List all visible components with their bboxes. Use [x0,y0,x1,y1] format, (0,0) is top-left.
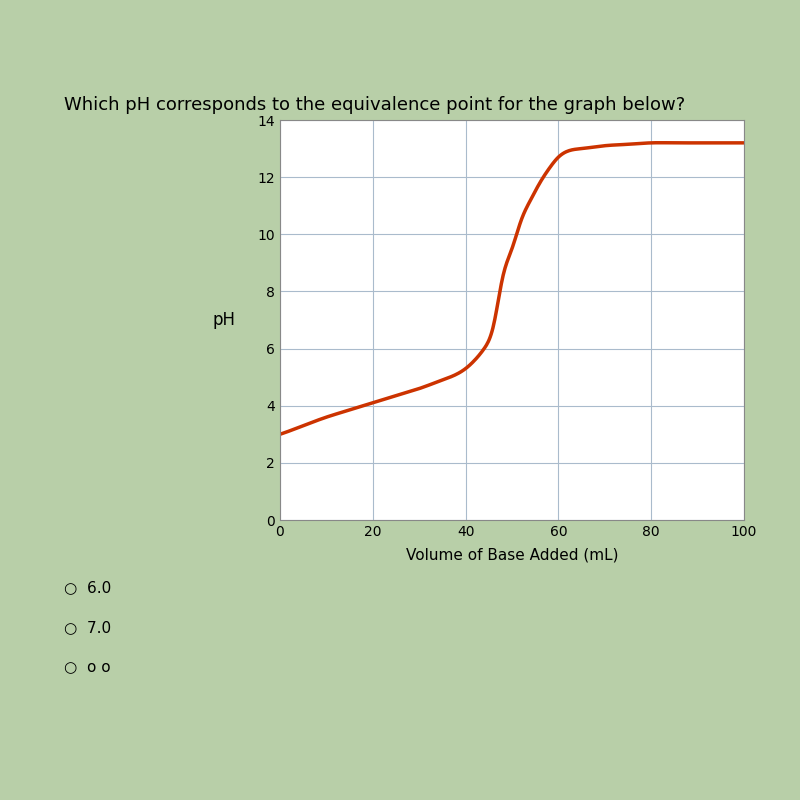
Text: ○  6.0: ○ 6.0 [64,580,111,595]
Y-axis label: pH: pH [213,311,236,329]
Text: ○  o o: ○ o o [64,660,110,675]
X-axis label: Volume of Base Added (mL): Volume of Base Added (mL) [406,547,618,562]
Text: ○  7.0: ○ 7.0 [64,620,111,635]
Text: Which pH corresponds to the equivalence point for the graph below?: Which pH corresponds to the equivalence … [64,96,686,114]
